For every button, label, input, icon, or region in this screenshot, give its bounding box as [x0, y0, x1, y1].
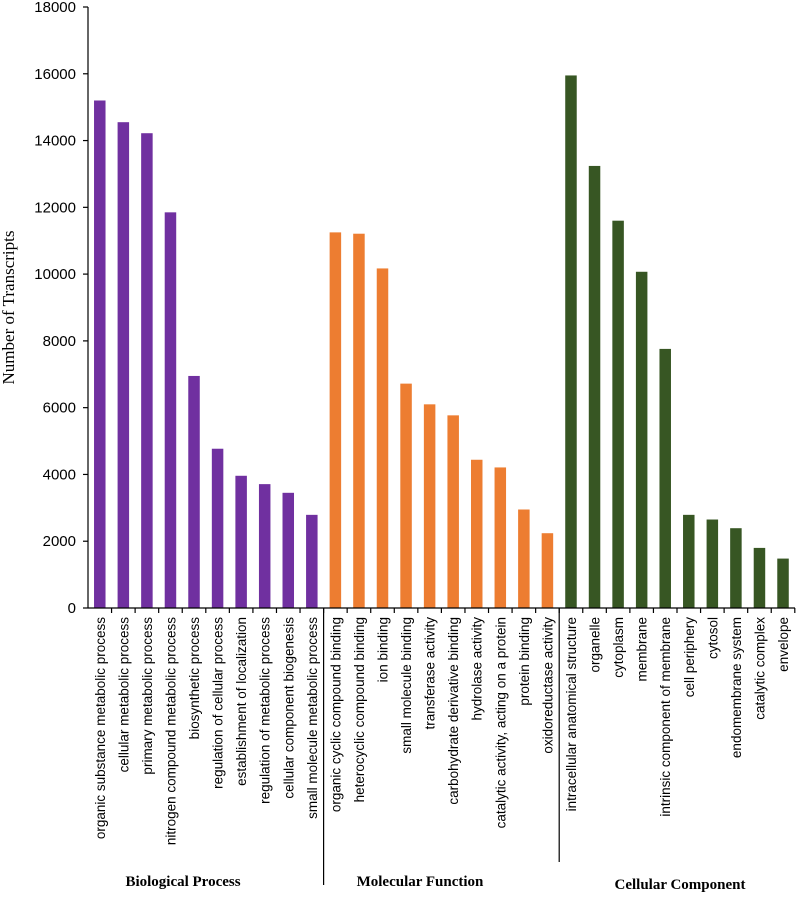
axes-layer — [83, 6, 796, 885]
category-label: cellular metabolic process — [116, 617, 131, 773]
bar — [235, 475, 247, 608]
category-label: nitrogen compound metabolic process — [163, 617, 178, 845]
y-axis-title: Number of Transcripts — [0, 231, 18, 385]
category-label: cytoplasm — [611, 617, 626, 678]
bar — [188, 375, 200, 608]
category-label: organelle — [588, 617, 603, 673]
bar — [470, 459, 483, 608]
category-label: catalytic complex — [752, 617, 767, 720]
category-label: cellular component biogenesis — [281, 617, 296, 799]
bar — [141, 133, 153, 608]
category-label: intrinsic component of membrane — [658, 617, 673, 817]
bar — [376, 268, 389, 608]
bar — [494, 467, 507, 608]
y-tick-label: 0 — [68, 600, 76, 617]
bar — [423, 404, 436, 608]
bar — [400, 383, 412, 608]
category-label: hydrolase activity — [470, 617, 485, 721]
bar — [447, 415, 459, 608]
group-label: Cellular Component — [615, 877, 746, 893]
category-label: regulation of cellular process — [211, 617, 226, 789]
category-label: intracellular anatomical structure — [564, 617, 579, 811]
bar — [635, 271, 648, 608]
bar — [306, 514, 318, 608]
bar — [164, 212, 177, 608]
bar — [211, 448, 224, 608]
category-label: organic substance metabolic process — [93, 617, 108, 839]
category-label: membrane — [635, 617, 650, 682]
bar — [94, 100, 106, 608]
category-label: transferase activity — [423, 617, 438, 730]
y-tick-label: 10000 — [34, 266, 76, 283]
bar — [541, 533, 554, 608]
bars-layer — [94, 75, 789, 609]
bar — [683, 514, 695, 608]
category-label: small molecule metabolic process — [305, 617, 320, 819]
category-label: cell periphery — [682, 617, 697, 698]
bar — [730, 528, 742, 608]
bar — [706, 519, 719, 608]
category-label: carbohydrate derivative binding — [446, 617, 461, 805]
y-tick-label: 6000 — [43, 400, 76, 417]
y-tick-label: 4000 — [43, 466, 76, 483]
category-label: primary metabolic process — [140, 617, 155, 775]
y-tick-label: 12000 — [34, 199, 76, 216]
category-label: organic cyclic compound binding — [328, 617, 343, 812]
category-label: protein binding — [517, 617, 532, 706]
group-label: Biological Process — [125, 874, 240, 890]
group-label: Molecular Function — [357, 874, 484, 890]
bar — [117, 122, 130, 609]
y-tick-label: 8000 — [43, 333, 76, 350]
bar — [565, 75, 577, 609]
category-label: envelope — [776, 617, 791, 672]
category-label: ion binding — [376, 617, 391, 682]
category-label: small molecule binding — [399, 617, 414, 754]
labels-layer: 0 2000 4000 6000 8000 10000 12000 14000 16000 180… — [0, 0, 791, 893]
bar — [329, 232, 342, 608]
category-label: oxidoreductase activity — [540, 617, 555, 754]
bar — [353, 233, 365, 608]
category-label: heterocyclic compound binding — [352, 617, 367, 802]
category-label: endomembrane system — [729, 617, 744, 758]
bar — [588, 165, 601, 609]
category-label: establishment of localization — [234, 617, 249, 786]
y-tick-label: 14000 — [34, 133, 76, 150]
y-tick-label: 2000 — [43, 533, 76, 550]
bar — [258, 484, 271, 608]
bar — [659, 348, 671, 608]
bar — [777, 558, 789, 608]
category-label: catalytic activity, acting on a protein — [493, 617, 508, 828]
bar — [282, 492, 295, 608]
category-label: biosynthetic process — [187, 617, 202, 740]
bar — [753, 547, 766, 608]
bar — [518, 509, 530, 608]
y-tick-label: 16000 — [34, 66, 76, 83]
category-label: cytosol — [705, 617, 720, 659]
y-tick-label: 18000 — [34, 0, 76, 16]
bar — [612, 220, 624, 608]
category-label: regulation of metabolic process — [258, 617, 273, 804]
